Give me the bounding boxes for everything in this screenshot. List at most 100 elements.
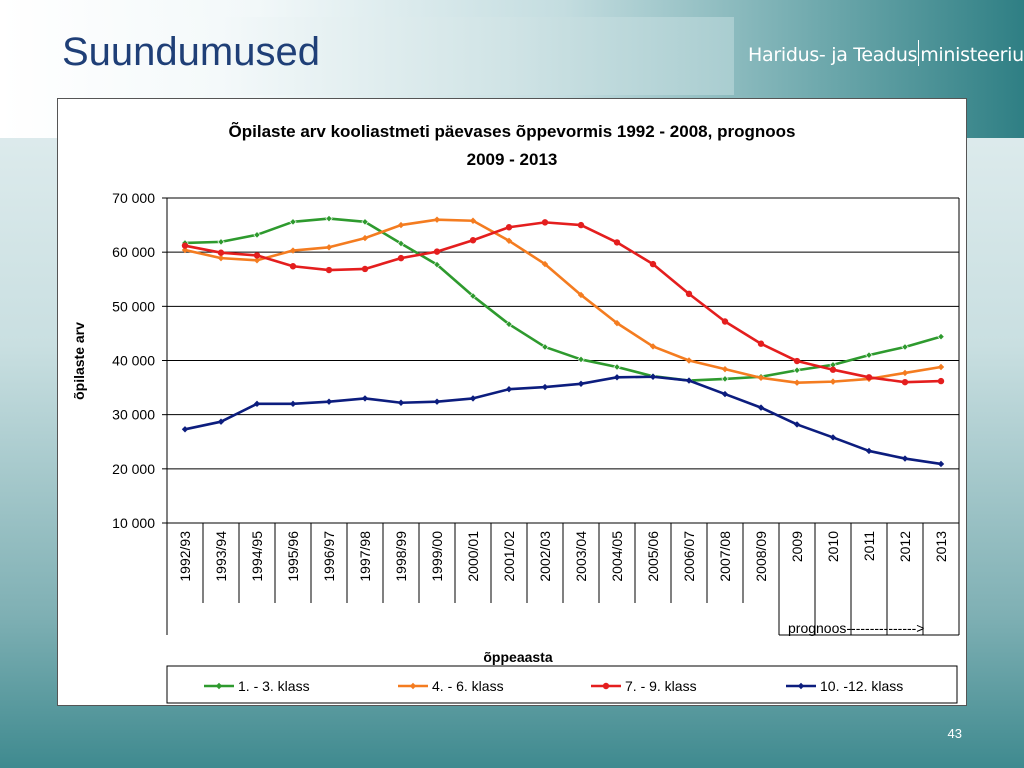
- y-tick-label: 30 000: [112, 407, 155, 423]
- data-point: [685, 290, 693, 298]
- data-point: [649, 373, 657, 380]
- data-point: [901, 369, 909, 377]
- data-point: [217, 249, 225, 256]
- data-point: [217, 238, 225, 246]
- data-point: [469, 237, 477, 244]
- data-point: [937, 333, 945, 341]
- title-background: [0, 17, 734, 95]
- data-point: [289, 400, 297, 408]
- legend-swatch-marker: [797, 682, 805, 690]
- x-tick-label: 1998/99: [393, 531, 409, 582]
- data-point: [505, 320, 513, 328]
- data-point: [325, 214, 333, 223]
- x-tick-label: 2004/05: [609, 531, 625, 582]
- x-tick-label: 2002/03: [537, 531, 553, 582]
- data-point: [361, 395, 369, 402]
- data-point: [361, 234, 369, 242]
- data-point: [397, 254, 405, 262]
- data-point: [577, 291, 585, 299]
- data-point: [541, 219, 549, 226]
- chart-title-line1: Õpilaste arv kooliastmeti päevases õppev…: [229, 121, 796, 141]
- x-tick-label: 2012: [897, 531, 913, 562]
- legend-label: 10. -12. klass: [820, 678, 903, 694]
- x-tick-label: 1993/94: [213, 531, 229, 582]
- x-tick-label: 2001/02: [501, 531, 517, 582]
- ministry-logo-part1: Haridus- ja Teadus: [748, 44, 918, 66]
- data-point: [901, 343, 909, 351]
- legend-label: 1. - 3. klass: [238, 678, 310, 694]
- legend-swatch-marker: [602, 682, 610, 690]
- data-point: [181, 246, 189, 254]
- x-tick-label: 1994/95: [249, 531, 265, 582]
- data-point: [325, 398, 333, 405]
- x-tick-label: 2013: [933, 531, 949, 562]
- x-tick-label: 2007/08: [717, 531, 733, 582]
- y-tick-label: 40 000: [112, 353, 155, 369]
- legend-swatch-marker: [215, 682, 223, 690]
- data-point: [829, 366, 837, 373]
- ministry-logo: Haridus- ja Teadusministeerium: [748, 40, 1024, 66]
- data-point: [613, 374, 621, 381]
- ministry-logo-part2: ministeerium: [920, 44, 1024, 66]
- data-point: [613, 363, 621, 371]
- data-point: [541, 383, 549, 391]
- data-point: [469, 292, 477, 300]
- series-line-2: [184, 221, 942, 384]
- data-point: [829, 434, 837, 441]
- data-point: [829, 378, 837, 385]
- data-point: [865, 374, 873, 381]
- chart-title-line2: 2009 - 2013: [467, 150, 558, 169]
- x-tick-label: 2010: [825, 531, 841, 562]
- y-tick-label: 10 000: [112, 515, 155, 531]
- line-chart: Õpilaste arv kooliastmeti päevases õppev…: [71, 121, 960, 704]
- data-point: [721, 365, 729, 373]
- y-tick-label: 50 000: [112, 298, 155, 314]
- series-line-3: [184, 375, 942, 466]
- x-tick-label: 2005/06: [645, 531, 661, 582]
- data-point: [433, 398, 441, 405]
- x-tick-label: 1996/97: [321, 531, 337, 582]
- x-axis-title: õppeaasta: [483, 649, 552, 665]
- data-point: [577, 355, 585, 364]
- page-title: Suundumused: [62, 30, 320, 74]
- data-point: [721, 375, 729, 383]
- y-tick-label: 70 000: [112, 190, 155, 206]
- data-point: [505, 237, 513, 244]
- data-point: [325, 266, 333, 274]
- legend-label: 4. - 6. klass: [432, 678, 504, 694]
- data-point: [469, 395, 477, 402]
- slide-number: 43: [947, 726, 962, 741]
- data-point: [505, 224, 513, 231]
- data-point: [757, 340, 765, 347]
- data-point: [937, 363, 945, 371]
- x-tick-label: 2003/04: [573, 531, 589, 582]
- data-point: [397, 399, 405, 406]
- x-tick-label: 1999/00: [429, 531, 445, 582]
- data-point: [721, 390, 729, 398]
- data-point: [793, 366, 801, 374]
- x-tick-label: 2000/01: [465, 531, 481, 582]
- data-point: [325, 244, 333, 251]
- data-point: [901, 455, 909, 462]
- data-point: [253, 257, 261, 264]
- data-point: [685, 357, 693, 364]
- data-point: [793, 421, 801, 428]
- data-point: [433, 216, 441, 223]
- data-point: [217, 418, 225, 425]
- data-point: [577, 380, 585, 387]
- data-point: [289, 218, 297, 226]
- data-point: [757, 404, 765, 411]
- legend-label: 7. - 9. klass: [625, 678, 697, 694]
- series-line-1: [184, 218, 942, 385]
- data-point: [505, 386, 513, 393]
- data-point: [685, 377, 693, 384]
- data-point: [937, 460, 945, 468]
- x-tick-label: 2008/09: [753, 531, 769, 582]
- data-point: [901, 378, 909, 386]
- data-point: [361, 265, 369, 273]
- data-point: [397, 221, 405, 229]
- data-point: [793, 379, 801, 386]
- x-tick-label: 1997/98: [357, 531, 373, 582]
- data-point: [361, 218, 369, 226]
- data-point: [757, 374, 765, 382]
